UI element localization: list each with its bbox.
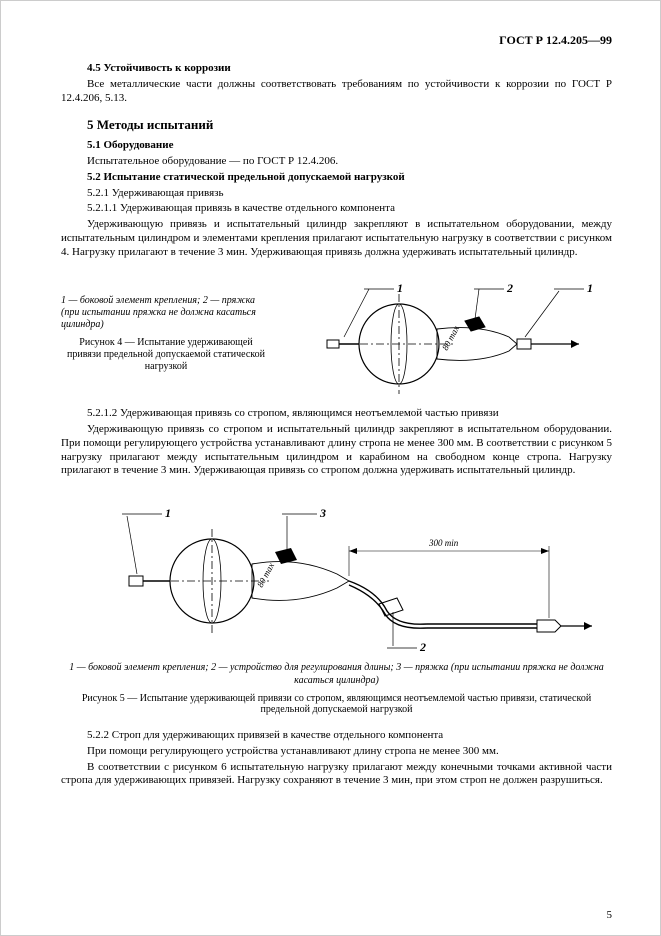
fig4-label-1b: 1	[587, 281, 593, 295]
fig5-label-3: 3	[319, 506, 326, 520]
document-header: ГОСТ Р 12.4.205—99	[61, 33, 612, 48]
fig5-label-1: 1	[165, 506, 171, 520]
figure-5-title: Рисунок 5 — Испытание удерживающей привя…	[61, 693, 612, 715]
heading-5-2: 5.2 Испытание статической предельной доп…	[61, 171, 612, 185]
heading-4-5: 4.5 Устойчивость к коррозии	[61, 62, 612, 76]
para-5-2-2: 5.2.2 Строп для удерживающих привязей в …	[61, 729, 612, 743]
fig5-dim80: 80 max	[254, 561, 275, 589]
fig5-dim-300: 300 min	[428, 538, 459, 548]
para-5-2-1-2: 5.2.1.2 Удерживающая привязь со стропом,…	[61, 407, 612, 421]
para-5-2-1-1: 5.2.1.1 Удерживающая привязь в качестве …	[61, 202, 612, 216]
para-5-2-2-p1: При помощи регулирующего устройства уста…	[61, 745, 612, 759]
heading-5-1: 5.1 Оборудование	[61, 139, 612, 153]
para-5-2-1: 5.2.1 Удерживающая привязь	[61, 187, 612, 201]
figure-5-legend: 1 — боковой элемент крепления; 2 — устро…	[61, 662, 612, 687]
figure-4-row: 1 — боковой элемент крепления; 2 — пряжк…	[61, 269, 612, 399]
fig4-label-2: 2	[506, 281, 513, 295]
figure-4-svg-wrap: 1 2 1 80 max	[279, 269, 599, 399]
figure-4-caption-block: 1 — боковой элемент крепления; 2 — пряжк…	[61, 295, 279, 373]
heading-5: 5 Методы испытаний	[61, 117, 612, 133]
page: ГОСТ Р 12.4.205—99 4.5 Устойчивость к ко…	[0, 0, 661, 936]
para-5-2-2-p2: В соответствии с рисунком 6 испытательну…	[61, 761, 612, 789]
page-number: 5	[607, 909, 613, 921]
fig5-label-2: 2	[419, 640, 426, 654]
figure-4-title: Рисунок 4 — Испытание удерживающей привя…	[61, 337, 271, 373]
para-5-2-1-2-body: Удерживающую привязь со стропом и испыта…	[61, 423, 612, 478]
para-4-5-1: Все металлические части должны соответст…	[61, 78, 612, 106]
figure-5-diagram: 1 3 80 max 2	[77, 486, 597, 656]
figure-5-wrap: 1 3 80 max 2	[61, 486, 612, 715]
para-5-1-1: Испытательное оборудование — по ГОСТ Р 1…	[61, 155, 612, 169]
figure-4-diagram: 1 2 1 80 max	[279, 269, 599, 399]
fig4-label-1a: 1	[397, 281, 403, 295]
figure-4-legend: 1 — боковой элемент крепления; 2 — пряжк…	[61, 295, 271, 331]
para-5-2-1-1-body: Удерживающую привязь и испытательный цил…	[61, 218, 612, 259]
